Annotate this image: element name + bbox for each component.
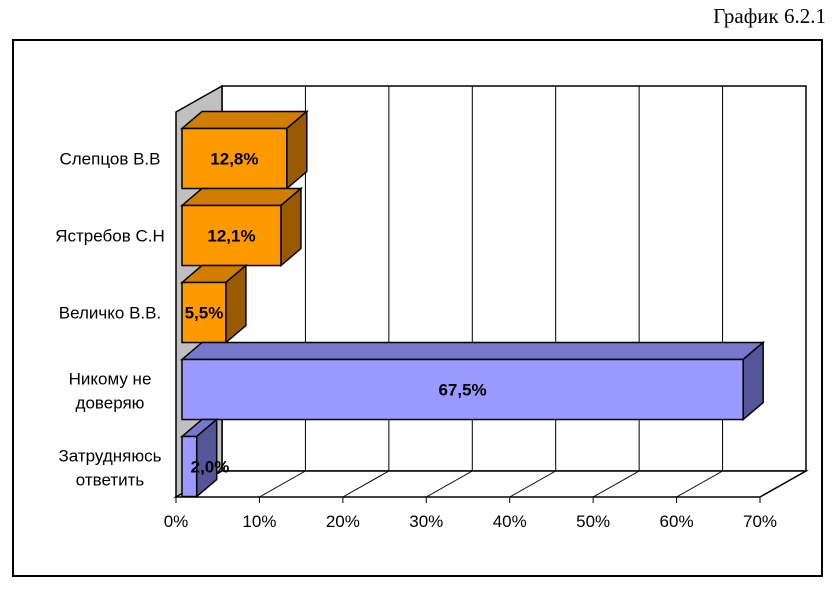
bar xyxy=(181,281,227,344)
floor-gridline xyxy=(592,470,640,498)
x-tick-label: 30% xyxy=(409,512,443,531)
floor-gridline xyxy=(676,470,723,498)
floor-gridline xyxy=(342,470,390,498)
data-label: 12,1% xyxy=(207,227,255,246)
figure-caption: График 6.2.1 xyxy=(713,4,826,28)
data-label: 67,5% xyxy=(438,381,486,400)
bar xyxy=(181,127,288,190)
category-label: Величко В.В. xyxy=(59,304,161,323)
bar xyxy=(181,435,198,498)
x-tick-label: 20% xyxy=(326,512,360,531)
floor-gridline xyxy=(759,470,807,498)
x-tick-label: 50% xyxy=(576,512,610,531)
data-label: 5,5% xyxy=(185,304,224,323)
data-label: 2,0% xyxy=(191,458,230,477)
category-label: Слепцов В.В xyxy=(59,150,160,169)
category-label: доверяю xyxy=(76,394,145,413)
category-label: Никому не xyxy=(69,370,152,389)
category-label: Затрудняюсь xyxy=(59,447,162,466)
x-tick-label: 60% xyxy=(660,512,694,531)
data-label: 12,8% xyxy=(210,150,258,169)
bar-top-face xyxy=(179,110,309,130)
chart-floor xyxy=(173,470,809,498)
bar xyxy=(181,358,744,421)
category-label: ответить xyxy=(76,471,145,490)
floor-gridline xyxy=(426,470,473,498)
x-tick-label: 0% xyxy=(164,512,189,531)
bar-top-face xyxy=(179,341,766,361)
floor-gridline xyxy=(509,470,556,498)
category-label: Ястребов С.Н xyxy=(55,227,165,246)
x-tick-label: 70% xyxy=(743,512,777,531)
x-tick-label: 10% xyxy=(242,512,276,531)
x-tick-label: 40% xyxy=(493,512,527,531)
floor-gridline xyxy=(259,470,306,498)
